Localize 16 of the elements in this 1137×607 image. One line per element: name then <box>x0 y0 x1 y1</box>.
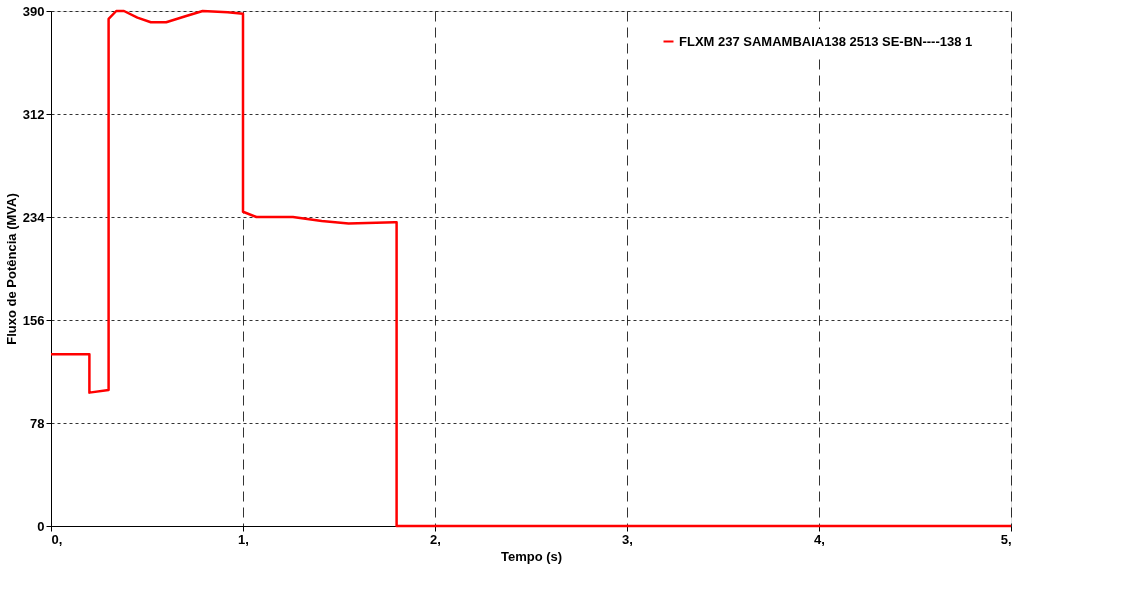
x-tick-label: 4, <box>814 531 825 547</box>
x-tick-label: 3, <box>622 531 633 547</box>
y-tick-label: 78 <box>30 415 45 431</box>
x-tick-label: 2, <box>430 531 441 547</box>
x-tick-label: 1, <box>238 531 249 547</box>
x-tick-label: 5, <box>1000 531 1012 547</box>
line-series <box>49 9 1013 528</box>
y-tick-label: 390 <box>22 3 45 19</box>
x-tick-label: 0, <box>51 531 63 547</box>
y-tick-label: 312 <box>22 106 45 122</box>
x-axis-title: Tempo (s) <box>500 548 563 564</box>
y-tick-label: 0 <box>37 518 45 534</box>
y-tick-label: 234 <box>22 209 46 225</box>
y-tick-label: 156 <box>22 312 45 328</box>
y-axis-title: Fluxo de Potência (MVA) <box>3 193 19 345</box>
legend-label: FLXM 237 SAMAMBAIA138 2513 SE-BN----138 1 <box>679 33 973 49</box>
